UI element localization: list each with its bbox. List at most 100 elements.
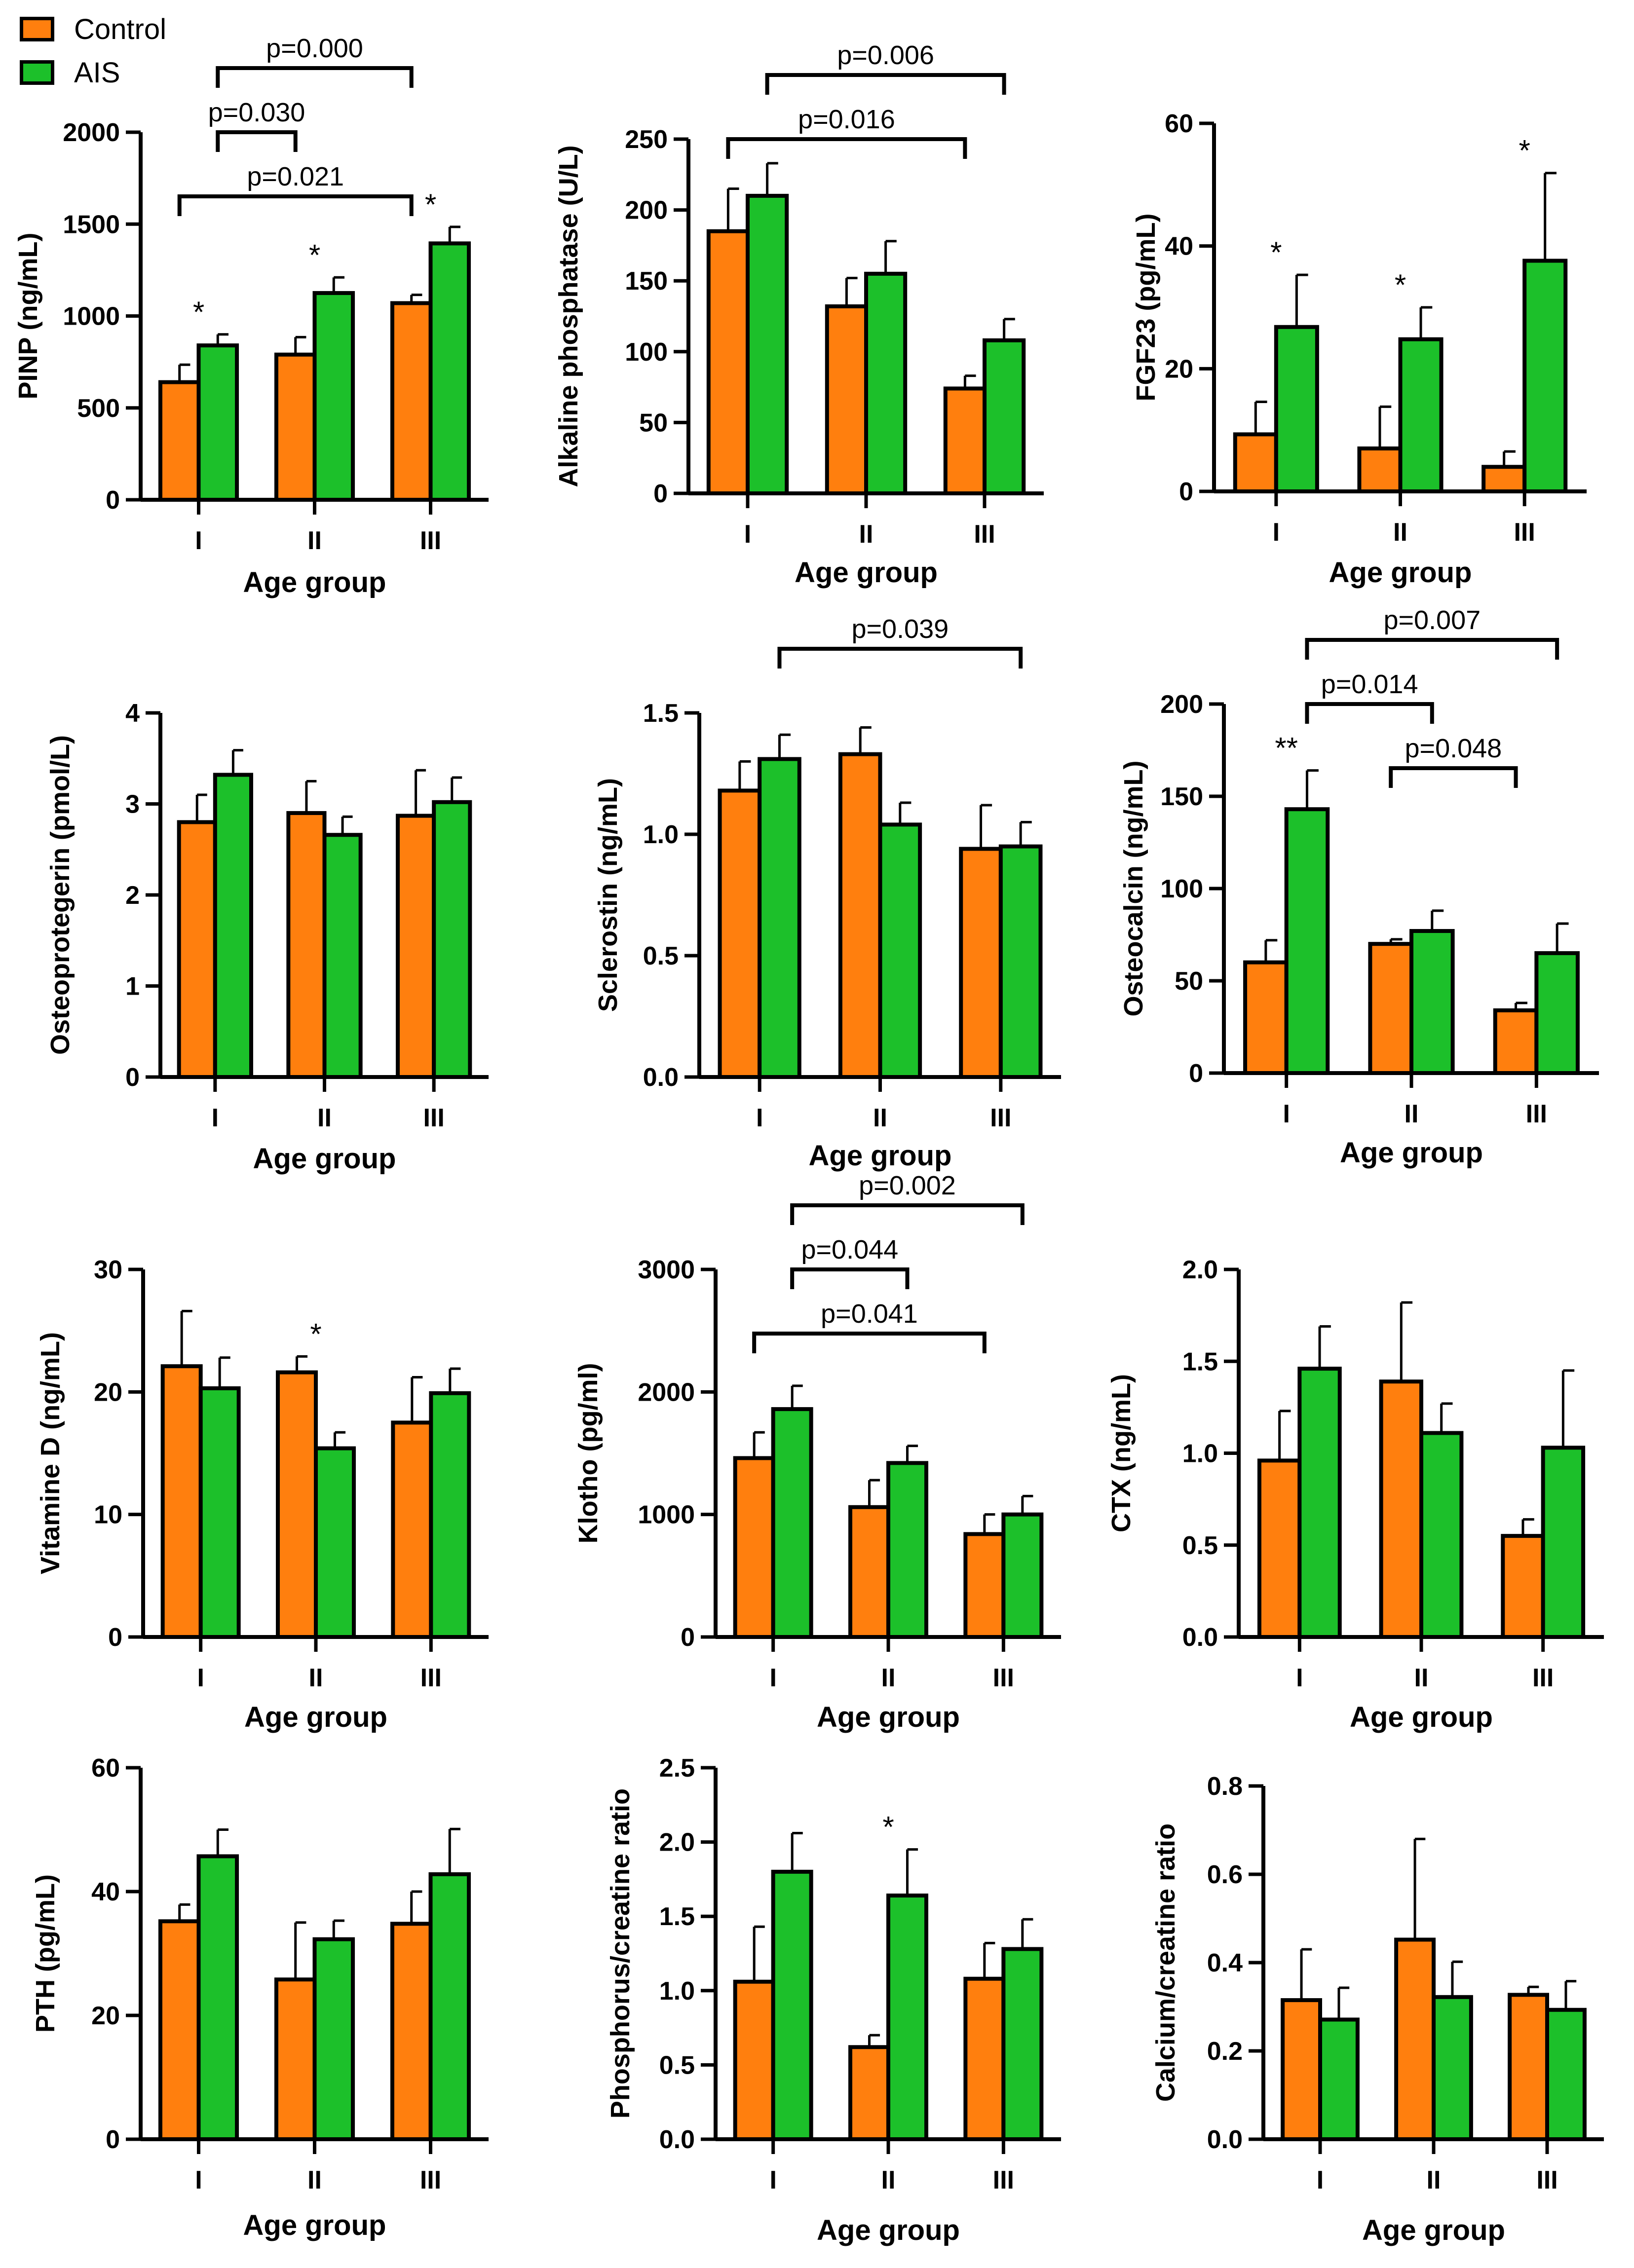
y-tick-label: 2.0 [1182, 1256, 1218, 1284]
bar-control [943, 386, 987, 495]
bar-ais [1432, 1995, 1473, 2142]
x-tick-label: II [1393, 518, 1407, 547]
x-tick-label: I [1273, 518, 1280, 547]
y-tick-label: 40 [91, 1878, 120, 1906]
bar-control [391, 1420, 433, 1639]
bar-control [274, 352, 317, 502]
y-tick-label: 0 [108, 1623, 122, 1652]
y-tick-label: 0.2 [1207, 2037, 1243, 2066]
bar-control [396, 814, 436, 1079]
x-tick-label: I [769, 1664, 776, 1692]
x-tick-label: II [859, 520, 874, 549]
significance-bracket [790, 1267, 910, 1289]
significance-bracket [1305, 702, 1434, 724]
bar-ais [1545, 2008, 1587, 2141]
x-tick-label: III [420, 2166, 441, 2194]
y-tick-label: 200 [625, 196, 668, 225]
bar-ais [1297, 1367, 1342, 1639]
x-tick-label: III [974, 520, 995, 549]
bar-control [733, 1979, 775, 2142]
bar-ais [428, 241, 471, 502]
bar-control [1394, 1937, 1436, 2141]
x-axis-label: Age group [817, 2214, 960, 2246]
bar-ais [1419, 1431, 1464, 1639]
y-axis-label: Calcium/creatine ratio [1151, 1823, 1180, 2102]
y-tick-label: 40 [1165, 232, 1193, 261]
y-tick-label: 0 [125, 1063, 140, 1092]
legend-item-ais: AIS [20, 51, 227, 94]
legend-swatch-control [20, 17, 54, 41]
chart-panel: 0.00.51.01.52.02.5I II III*Phosphorus/crea… [606, 1754, 1061, 2246]
y-tick-label: 0 [106, 486, 120, 515]
bar-ais [746, 193, 789, 495]
y-tick-label: 100 [625, 338, 668, 367]
bar-ais [1409, 929, 1455, 1076]
bar-control [1379, 1379, 1424, 1639]
x-tick-label: I [212, 1104, 219, 1132]
bar-control [1281, 1998, 1323, 2141]
y-tick-label: 1.5 [1182, 1347, 1218, 1376]
bar-control [848, 2045, 890, 2141]
significance-star: * [1270, 236, 1282, 269]
x-tick-label: III [993, 1664, 1014, 1692]
y-tick-label: 0 [653, 480, 668, 508]
significance-star: ** [1275, 732, 1298, 765]
y-tick-label: 20 [94, 1378, 122, 1407]
y-tick-label: 0.0 [659, 2125, 695, 2154]
x-tick-label: III [423, 1104, 444, 1132]
p-value-label: p=0.030 [208, 98, 305, 127]
p-value-label: p=0.016 [798, 105, 895, 134]
x-tick-label: I [769, 2166, 776, 2194]
x-axis-label: Age group [817, 1701, 960, 1733]
bar-ais [771, 1869, 813, 2142]
bar-ais [312, 1937, 355, 2141]
bar-control [963, 1976, 1006, 2142]
y-axis-label: Klotho (pg/ml) [573, 1363, 603, 1544]
bar-control [1357, 446, 1403, 494]
bar-ais [1001, 1512, 1044, 1639]
significance-star: * [193, 296, 204, 329]
bar-control [959, 847, 1003, 1079]
y-axis-label: Vitamine D (ng/mL) [36, 1332, 65, 1574]
y-tick-label: 50 [1175, 967, 1203, 996]
y-tick-label: 4 [125, 699, 140, 728]
bar-ais [1318, 2017, 1360, 2142]
y-tick-label: 1.0 [643, 820, 679, 849]
significance-bracket [216, 130, 298, 152]
bar-ais [983, 338, 1026, 495]
x-tick-label: I [1317, 2166, 1324, 2194]
x-tick-label: I [744, 520, 751, 549]
bar-ais [198, 1386, 241, 1639]
bar-ais [878, 822, 922, 1079]
y-tick-label: 1.0 [659, 1977, 695, 2006]
x-tick-label: II [881, 2166, 896, 2194]
x-tick-label: II [881, 1664, 896, 1692]
legend-label-ais: AIS [74, 56, 120, 89]
significance-star: * [1519, 134, 1530, 167]
y-tick-label: 1000 [63, 302, 120, 331]
x-tick-label: II [307, 526, 322, 555]
x-tick-label: II [307, 2166, 322, 2194]
bar-ais [312, 291, 355, 502]
significance-star: * [310, 1317, 321, 1350]
bar-control [390, 301, 433, 502]
bar-ais [1001, 1947, 1044, 2142]
y-tick-label: 0.0 [643, 1063, 679, 1092]
bar-control [274, 1977, 317, 2141]
bar-ais [998, 844, 1043, 1079]
x-tick-label: II [1405, 1100, 1419, 1128]
y-tick-label: 2 [125, 881, 140, 910]
x-tick-label: I [197, 1664, 204, 1692]
significance-bracket [1389, 766, 1518, 788]
significance-bracket [752, 1332, 987, 1353]
y-tick-label: 0.5 [659, 2051, 695, 2080]
p-value-label: p=0.044 [801, 1235, 898, 1264]
p-value-label: p=0.041 [821, 1299, 918, 1329]
bar-control [1257, 1458, 1302, 1639]
